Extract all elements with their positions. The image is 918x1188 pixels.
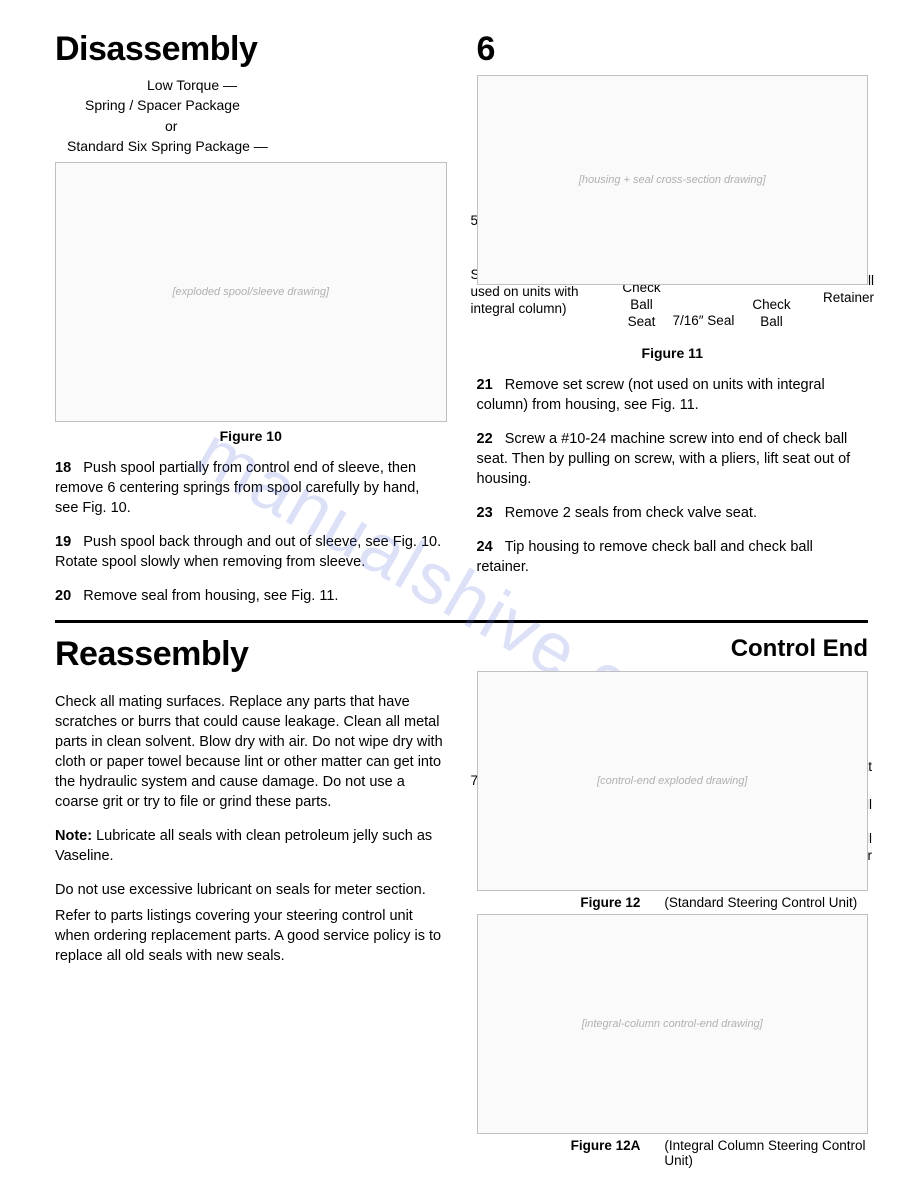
step-22-num: 22 — [477, 431, 493, 447]
figure-11-illustration: [housing + seal cross-section drawing] — [477, 75, 869, 285]
figure-11-caption: Figure 11 — [477, 345, 869, 361]
step-19-text: Push spool back through and out of sleev… — [55, 534, 441, 570]
step-21: 21 Remove set screw (not used on units w… — [477, 375, 869, 415]
reassembly-note: Note: Lubricate all seals with clean pet… — [55, 826, 447, 866]
control-end-column: Control End Set Screw ( Not Used on Unit… — [467, 635, 869, 1168]
page-number: 6 — [477, 30, 869, 69]
spring-label-line1: Low Torque — — [85, 75, 447, 95]
figure-12-illustration: [control-end exploded drawing] — [477, 671, 869, 891]
step-20-num: 20 — [55, 588, 71, 604]
note-text: Lubricate all seals with clean petroleum… — [55, 828, 432, 864]
step-23: 23 Remove 2 seals from check valve seat. — [477, 503, 869, 523]
spring-label-line3: or — [85, 116, 447, 136]
step-22-text: Screw a #10-24 machine screw into end of… — [477, 431, 851, 487]
reassembly-p3: Refer to parts listings covering your st… — [55, 906, 447, 966]
figure-10-illustration: [exploded spool/sleeve drawing] — [55, 162, 447, 422]
section-divider — [55, 620, 868, 623]
figure-12a-caption-row: Figure 12A (Integral Column Steering Con… — [477, 1138, 869, 1168]
note-label: Note: — [55, 828, 92, 844]
fig11-label-checkballseat: Check Ball Seat — [617, 280, 667, 331]
spring-label-line2: Spring / Spacer Package — [85, 95, 447, 115]
step-23-text: Remove 2 seals from check valve seat. — [505, 505, 757, 521]
figure-12a-illustration: [integral-column control-end drawing] — [477, 914, 869, 1134]
figure-11-wrapper: Seal 5/8″ Seal Set Screw (Not used on un… — [477, 75, 869, 285]
reassembly-p1: Check all mating surfaces. Replace any p… — [55, 692, 447, 812]
step-23-num: 23 — [477, 505, 493, 521]
step-20-text: Remove seal from housing, see Fig. 11. — [83, 588, 338, 604]
top-section: Disassembly Low Torque — Spring / Spacer… — [55, 30, 868, 612]
step-21-num: 21 — [477, 377, 493, 393]
step-18-text: Push spool partially from control end of… — [55, 460, 419, 516]
bottom-section: Reassembly Check all mating surfaces. Re… — [55, 635, 868, 1168]
figure-10-caption: Figure 10 — [55, 428, 447, 444]
fig11-label-716seal: 7/16″ Seal — [673, 313, 735, 330]
step-24: 24 Tip housing to remove check ball and … — [477, 537, 869, 577]
column-left: Disassembly Low Torque — Spring / Spacer… — [55, 30, 447, 612]
step-24-num: 24 — [477, 539, 493, 555]
figure-12a-subcaption: (Integral Column Steering Control Unit) — [664, 1138, 868, 1168]
page-container: Disassembly Low Torque — Spring / Spacer… — [55, 30, 868, 1168]
reassembly-p2: Do not use excessive lubricant on seals … — [55, 880, 447, 900]
figure-12a-caption: Figure 12A — [477, 1138, 665, 1168]
figure-12-caption-row: Figure 12 (Standard Steering Control Uni… — [477, 895, 869, 910]
step-18-num: 18 — [55, 460, 71, 476]
heading-reassembly: Reassembly — [55, 635, 447, 674]
figure-12-caption: Figure 12 — [477, 895, 665, 910]
step-19: 19 Push spool back through and out of sl… — [55, 532, 447, 572]
figure-12-subcaption: (Standard Steering Control Unit) — [664, 895, 868, 910]
step-18: 18 Push spool partially from control end… — [55, 458, 447, 518]
step-22: 22 Screw a #10-24 machine screw into end… — [477, 429, 869, 489]
column-right: 6 Seal 5/8″ Seal Set Screw (Not used on … — [467, 30, 869, 612]
spring-label-line4: Standard Six Spring Package — — [67, 136, 447, 156]
reassembly-column: Reassembly Check all mating surfaces. Re… — [55, 635, 447, 1168]
fig11-label-checkball: Check Ball — [747, 297, 797, 331]
figure-12-wrapper: Set Screw ( Not Used on Units with Integ… — [477, 671, 869, 891]
step-24-text: Tip housing to remove check ball and che… — [477, 539, 813, 575]
step-20: 20 Remove seal from housing, see Fig. 11… — [55, 586, 447, 606]
step-21-text: Remove set screw (not used on units with… — [477, 377, 825, 413]
heading-control-end: Control End — [477, 635, 869, 663]
step-19-num: 19 — [55, 534, 71, 550]
heading-disassembly: Disassembly — [55, 30, 447, 69]
spring-package-labels: Low Torque — Spring / Spacer Package or … — [55, 75, 447, 156]
